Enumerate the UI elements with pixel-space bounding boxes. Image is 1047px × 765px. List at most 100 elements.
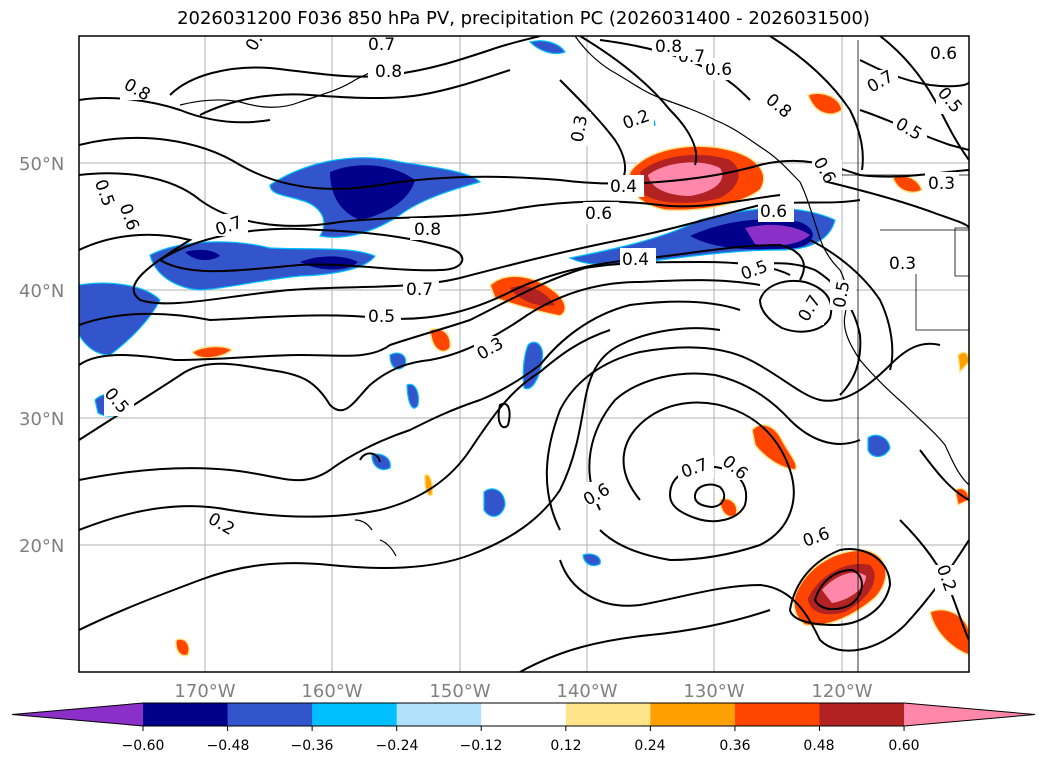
colorbar xyxy=(11,702,1036,731)
colorbar-segment xyxy=(734,703,820,726)
lon-label: 170°W xyxy=(174,681,235,702)
lon-label: 120°W xyxy=(811,681,872,702)
neg-core xyxy=(185,249,220,261)
clabel-bg xyxy=(830,280,856,310)
clabel-bg xyxy=(925,172,959,194)
clabel-bg xyxy=(608,175,644,197)
neg-region xyxy=(406,383,420,409)
neg-region xyxy=(371,453,391,471)
clabel-bg xyxy=(366,36,402,56)
clabel-bg xyxy=(738,258,774,280)
colorbar-label: 0.48 xyxy=(803,738,834,754)
lat-label: 50°N xyxy=(19,154,64,175)
clabel-bg xyxy=(800,525,836,547)
pv-contour xyxy=(769,36,864,171)
colorbar-label: −0.24 xyxy=(376,738,419,754)
pv-contour xyxy=(497,402,511,429)
contour-label: 0.7 xyxy=(406,280,433,300)
lon-labels: 170°W 160°W 150°W 140°W 130°W 120°W xyxy=(174,681,872,702)
pv-contour xyxy=(559,539,969,652)
contour-label: 0.3 xyxy=(928,174,955,194)
clabel-bg xyxy=(403,278,439,300)
contour-label: 0.3 xyxy=(889,254,916,274)
pv-contour xyxy=(758,280,833,333)
colorbar-label: −0.48 xyxy=(207,738,250,754)
pv-contour xyxy=(79,137,969,190)
pv-contour xyxy=(79,199,861,305)
clabel-bg xyxy=(794,295,824,325)
lat-label: 30°N xyxy=(19,409,64,430)
neg-region xyxy=(528,40,566,55)
neg-core xyxy=(330,165,415,220)
lon-label: 130°W xyxy=(683,681,744,702)
contour-label: 0.8 xyxy=(414,220,441,240)
clabel-bg xyxy=(120,78,154,100)
contour-label: 0.5 xyxy=(830,279,854,309)
pv-contour xyxy=(819,179,969,229)
pv-contour xyxy=(693,483,726,509)
clabel-bg xyxy=(474,336,510,358)
neg-region xyxy=(483,488,506,517)
border-line xyxy=(954,227,969,277)
contour-label: 0.4 xyxy=(622,250,649,270)
clabel-bg xyxy=(936,88,966,114)
colorbar-label: −0.12 xyxy=(460,738,503,754)
pv-contour xyxy=(199,69,511,116)
pv-contour xyxy=(809,239,894,371)
colorbar-labels: −0.60 −0.48 −0.36 −0.24 −0.12 0.12 0.24 … xyxy=(122,738,920,754)
pos-region xyxy=(929,609,969,656)
pos-core-extreme xyxy=(822,572,866,603)
colorbar-segment xyxy=(819,703,905,726)
pv-contour xyxy=(599,401,795,562)
clabel-bg xyxy=(722,458,756,480)
colorbar-segment xyxy=(396,703,482,726)
clabel-bg xyxy=(365,305,401,327)
pv-contour xyxy=(158,227,464,273)
colorbar-label: −0.60 xyxy=(122,738,165,754)
neg-core-extreme xyxy=(745,224,810,246)
pv-contour xyxy=(545,342,941,531)
contour-label: 0.4 xyxy=(610,177,637,197)
contour-label: 0.6 xyxy=(930,44,957,64)
clabel-bg xyxy=(368,60,404,82)
colorbar-extend-right xyxy=(904,703,1035,726)
clabel-bg xyxy=(927,44,961,64)
plot-frame xyxy=(78,35,970,673)
colorbar-label: 0.24 xyxy=(634,738,665,754)
clabel-bg xyxy=(886,252,922,274)
clabel-bg xyxy=(652,36,688,56)
clabel-bg xyxy=(115,205,145,231)
neg-region xyxy=(79,282,161,356)
pv-contour xyxy=(588,372,861,511)
clabel-bg xyxy=(864,70,898,92)
pv-contour xyxy=(79,327,721,631)
pv-contour xyxy=(79,329,611,531)
pv-contour xyxy=(79,260,791,366)
clabel-bg xyxy=(893,118,927,140)
pos-region xyxy=(175,638,190,657)
colorbar-label: 0.12 xyxy=(550,738,581,754)
pv-contour xyxy=(559,79,627,181)
pv-contour xyxy=(79,97,271,124)
pv-contour xyxy=(79,172,781,227)
neg-region xyxy=(867,434,891,458)
pos-core xyxy=(510,285,555,306)
pos-region xyxy=(957,351,969,374)
clabel-bg xyxy=(678,456,714,478)
contour-label: 0.3 xyxy=(568,114,592,144)
contour-label: 0.6 xyxy=(585,204,612,224)
coastline-north-america xyxy=(574,36,969,486)
colorbar-label: 0.36 xyxy=(719,738,750,754)
clabel-bg xyxy=(236,36,272,52)
colorbar-extend-left xyxy=(12,703,143,726)
coastline-hawaii xyxy=(354,519,397,557)
colorbar-segment xyxy=(312,703,398,726)
contour-label: 0.8 xyxy=(375,62,402,82)
lon-label: 150°W xyxy=(429,681,490,702)
clabel-bg xyxy=(90,180,120,206)
colorbar-segment xyxy=(227,703,313,726)
colorbar-segment xyxy=(143,703,229,726)
clabel-bg xyxy=(935,565,963,595)
lon-label: 140°W xyxy=(556,681,617,702)
